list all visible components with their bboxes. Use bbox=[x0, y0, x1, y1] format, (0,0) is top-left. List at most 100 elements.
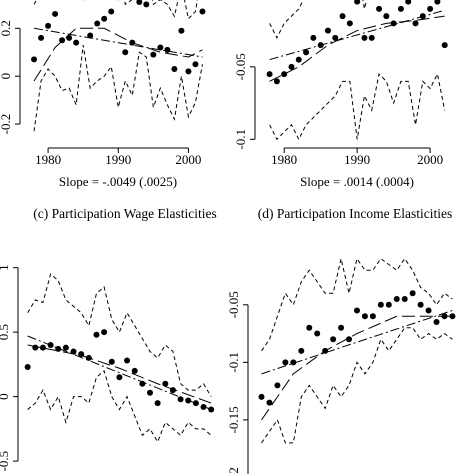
x-tick-label: 1990 bbox=[344, 152, 370, 167]
y-tick-label: -0.15 bbox=[226, 406, 241, 433]
data-point bbox=[405, 0, 412, 5]
panel: -0.2 0 0.2 1980 1990 2000 Slope = -.0049 (.002… bbox=[0, 0, 206, 189]
data-point bbox=[314, 330, 321, 337]
data-point bbox=[124, 357, 131, 364]
data-point bbox=[31, 56, 38, 63]
data-point bbox=[346, 336, 353, 343]
data-point bbox=[288, 63, 295, 70]
x-tick-label: 2000 bbox=[417, 152, 443, 167]
y-tick-label: 0.5 bbox=[0, 324, 11, 340]
data-point bbox=[45, 22, 52, 29]
data-point bbox=[295, 56, 302, 63]
dashed-line bbox=[33, 44, 203, 132]
data-point bbox=[157, 44, 164, 51]
data-point bbox=[108, 8, 115, 15]
data-point bbox=[136, 0, 143, 5]
data-point bbox=[192, 61, 199, 68]
dashed-line bbox=[27, 369, 212, 443]
y-tick-label: -0.1 bbox=[233, 129, 248, 150]
data-point bbox=[369, 313, 376, 320]
data-point bbox=[385, 301, 392, 308]
panel: -0.2 -0.15 -0.1 -0.05 (d) Participation Inco… bbox=[226, 206, 456, 474]
data-point bbox=[52, 10, 59, 17]
data-point bbox=[282, 359, 289, 366]
data-point bbox=[361, 313, 368, 320]
data-point bbox=[24, 363, 31, 370]
data-point bbox=[368, 34, 375, 41]
data-point bbox=[376, 5, 383, 12]
data-point bbox=[116, 374, 123, 381]
data-point bbox=[154, 400, 161, 407]
data-point bbox=[274, 382, 281, 389]
data-point bbox=[32, 344, 39, 351]
data-point bbox=[393, 296, 400, 303]
data-point bbox=[93, 331, 100, 338]
data-point bbox=[73, 39, 80, 46]
dashed-line bbox=[33, 0, 198, 20]
data-point bbox=[192, 400, 199, 407]
data-point bbox=[94, 20, 101, 27]
y-tick-label: 0 bbox=[0, 73, 13, 80]
data-point bbox=[397, 5, 404, 12]
longdash-line bbox=[261, 315, 453, 421]
data-point bbox=[39, 344, 46, 351]
longdash-line bbox=[27, 344, 212, 404]
data-point bbox=[383, 13, 390, 20]
x-axis-label: Slope = .0014 (.0004) bbox=[300, 174, 414, 189]
data-point bbox=[87, 32, 94, 39]
data-point bbox=[199, 8, 206, 15]
data-point bbox=[417, 301, 424, 308]
data-point bbox=[281, 71, 288, 78]
data-point bbox=[185, 68, 192, 75]
data-point bbox=[332, 34, 339, 41]
data-point bbox=[38, 34, 45, 41]
y-tick-label: -0.05 bbox=[226, 291, 241, 318]
data-point bbox=[266, 71, 273, 78]
y-tick-label: -0.2 bbox=[0, 114, 13, 135]
dotdash-line bbox=[33, 27, 203, 58]
data-point bbox=[258, 393, 265, 400]
dotdash-line bbox=[269, 9, 445, 61]
data-point bbox=[310, 34, 317, 41]
data-point bbox=[339, 13, 346, 20]
data-point bbox=[147, 389, 153, 396]
data-point bbox=[441, 42, 448, 49]
data-point bbox=[425, 307, 432, 314]
panel-title: (d) Participation Income Elasticities bbox=[258, 206, 453, 221]
data-point bbox=[377, 301, 384, 308]
dotdash-line bbox=[27, 335, 212, 410]
data-point bbox=[449, 313, 456, 320]
y-tick-label: 1 bbox=[0, 264, 11, 271]
data-point bbox=[361, 34, 368, 41]
data-point bbox=[434, 0, 441, 5]
y-tick-label: -0.05 bbox=[233, 53, 248, 80]
data-point bbox=[131, 367, 138, 374]
data-point bbox=[108, 358, 115, 365]
data-point bbox=[122, 49, 129, 56]
data-point bbox=[306, 324, 313, 331]
x-tick-label: 1980 bbox=[35, 152, 61, 167]
x-axis-label: Slope = -.0049 (.0025) bbox=[59, 174, 177, 189]
data-point bbox=[353, 307, 360, 314]
data-point bbox=[266, 399, 273, 406]
data-point bbox=[433, 319, 440, 326]
panel-title: (c) Participation Wage Elasticities bbox=[33, 206, 216, 221]
data-point bbox=[208, 406, 215, 413]
data-point bbox=[150, 51, 157, 58]
dashed-line bbox=[27, 273, 212, 397]
panel: -0.5 0 0.5 1 (c) Participation Wage Elastici… bbox=[0, 206, 217, 471]
data-point bbox=[70, 348, 77, 355]
data-point bbox=[409, 290, 416, 297]
data-point bbox=[162, 380, 169, 387]
y-tick-label: 0.2 bbox=[0, 20, 13, 36]
data-point bbox=[164, 46, 171, 53]
dashed-line bbox=[261, 257, 453, 352]
x-tick-label: 1980 bbox=[271, 152, 297, 167]
data-point bbox=[330, 336, 337, 343]
x-tick-label: 1990 bbox=[105, 152, 131, 167]
data-point bbox=[298, 347, 305, 354]
data-point bbox=[354, 0, 361, 5]
y-tick-label: 0 bbox=[0, 393, 11, 400]
